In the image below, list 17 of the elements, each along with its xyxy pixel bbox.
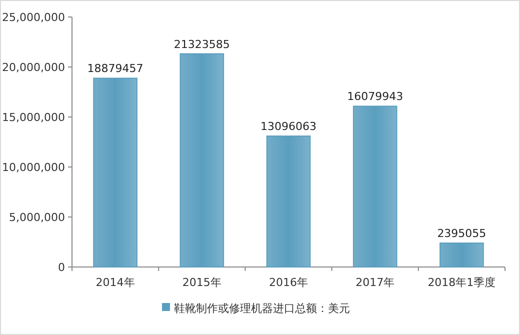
data-label: 18879457 xyxy=(87,62,144,76)
y-tick-label: 0 xyxy=(58,261,65,274)
x-tick-label: 2015年 xyxy=(182,276,222,289)
x-tick-label: 2016年 xyxy=(269,276,308,289)
y-tick-label: 15,000,000 xyxy=(2,111,65,124)
y-tick-label: 10,000,000 xyxy=(2,161,65,174)
x-tick-label: 2014年 xyxy=(96,276,135,289)
data-label: 16079943 xyxy=(347,90,404,104)
data-label: 21323585 xyxy=(174,38,230,51)
data-label: 13096063 xyxy=(260,120,316,134)
y-tick-label: 20,000,000 xyxy=(2,61,65,74)
x-tick-label: 2017年 xyxy=(356,276,395,289)
data-label: 2395055 xyxy=(437,227,486,240)
legend-label: 鞋靴制作或修理机器进口总额：美元 xyxy=(174,302,350,315)
y-tick-label: 25,000,000 xyxy=(2,11,65,24)
x-tick-label: 2018年1季度 xyxy=(428,276,496,289)
y-tick-label: 5,000,000 xyxy=(9,211,65,224)
